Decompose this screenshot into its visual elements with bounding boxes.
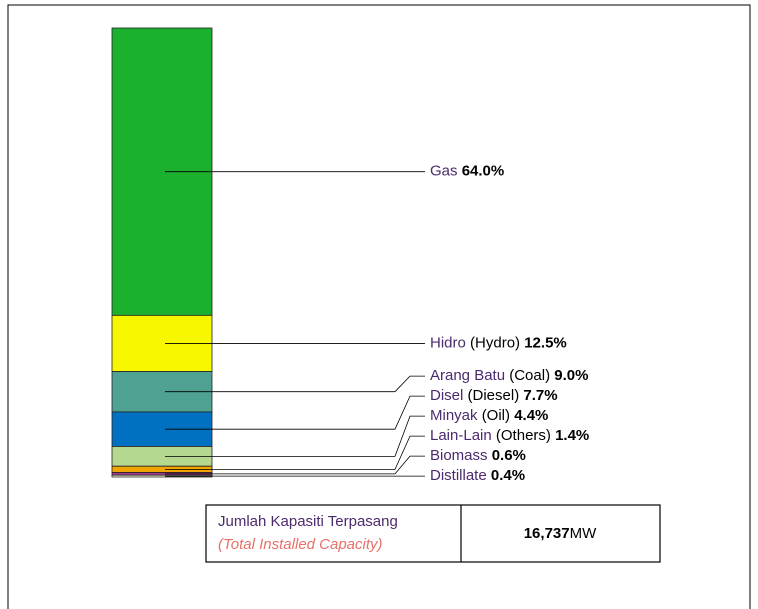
segment-name-en: (Others) — [496, 427, 551, 444]
segment-value: 7.7% — [523, 387, 557, 404]
segment-name: Biomass — [430, 447, 488, 464]
leader-line — [165, 415, 425, 457]
leader-line — [165, 435, 425, 470]
leader-line — [165, 455, 425, 475]
segment-label: Minyak (Oil) 4.4% — [430, 407, 548, 424]
segment-label: Gas 64.0% — [430, 163, 504, 180]
total-value: 16,737MW — [524, 525, 597, 542]
segment-value: 64.0% — [462, 163, 505, 180]
segment-name: Disel — [430, 387, 463, 404]
segment-name: Gas — [430, 163, 458, 180]
segment-name-en: (Diesel) — [468, 387, 520, 404]
segment-name: Distillate — [430, 467, 487, 484]
segment-name: Arang Batu — [430, 367, 505, 384]
segment-label: Arang Batu (Coal) 9.0% — [430, 367, 588, 384]
segment-name: Minyak — [430, 407, 478, 424]
segment-name: Lain-Lain — [430, 427, 492, 444]
segment-value: 0.6% — [492, 447, 526, 464]
total-unit: MW — [570, 525, 597, 542]
segment-name-en: (Coal) — [509, 367, 550, 384]
segment-name: Hidro — [430, 334, 466, 351]
segment-value: 12.5% — [524, 334, 567, 351]
segment-value: 4.4% — [514, 407, 548, 424]
segment-name-en: (Oil) — [482, 407, 510, 424]
segment-label: Biomass 0.6% — [430, 447, 526, 464]
segment-value: 0.4% — [491, 467, 525, 484]
total-box — [205, 504, 661, 563]
segment-value: 1.4% — [555, 427, 589, 444]
frame — [7, 4, 751, 609]
segment-label: Disel (Diesel) 7.7% — [430, 387, 558, 404]
segment-label: Hidro (Hydro) 12.5% — [430, 334, 567, 351]
total-number: 16,737 — [524, 525, 570, 542]
leader-line — [165, 375, 425, 393]
segment-name-en: (Hydro) — [470, 334, 520, 351]
leader-line — [165, 395, 425, 430]
total-label-en: (Total Installed Capacity) — [218, 536, 383, 553]
total-label: Jumlah Kapasiti Terpasang — [218, 513, 398, 530]
segment-label: Lain-Lain (Others) 1.4% — [430, 427, 589, 444]
segment-label: Distillate 0.4% — [430, 467, 525, 484]
segment-value: 9.0% — [554, 367, 588, 384]
